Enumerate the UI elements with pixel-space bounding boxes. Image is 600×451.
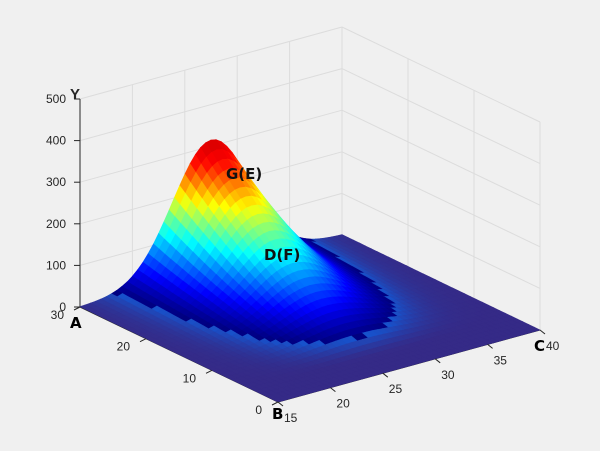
right-tick-mark — [382, 372, 389, 378]
surface-mesh — [79, 139, 541, 403]
left-tick-mark — [205, 369, 213, 374]
corner-label-b: B — [272, 405, 283, 423]
grid-line — [341, 151, 541, 248]
right-tick-mark — [487, 344, 493, 349]
annotation-d-f: D(F) — [264, 246, 300, 264]
grid-line — [341, 68, 541, 165]
grid-line — [79, 68, 343, 142]
grid-line — [341, 192, 541, 289]
axis-ticks: 0 100 200 300 400 500 0 10 20 30 15 20 25 30 35 40 — [46, 92, 560, 425]
right-tick-mark — [434, 358, 441, 364]
right-tick-label: 20 — [336, 397, 350, 411]
left-tick-mark — [139, 338, 147, 343]
y-tick-label: 400 — [46, 134, 66, 148]
right-tick-label: 15 — [284, 411, 298, 425]
left-tick-label: 0 — [255, 403, 262, 417]
right-tick-mark — [539, 329, 546, 335]
left-tick-mark — [271, 401, 279, 406]
grid-line — [341, 26, 541, 123]
surface-patch — [271, 397, 285, 403]
left-tick-label: 20 — [117, 340, 131, 354]
y-axis-label: Y — [70, 86, 80, 103]
right-tick-mark — [330, 387, 336, 392]
right-tick-label: 25 — [389, 382, 403, 396]
right-tick-label: 40 — [546, 339, 560, 353]
grid-line — [79, 26, 343, 100]
right-tick-label: 35 — [494, 353, 508, 367]
left-tick-mark — [73, 306, 81, 311]
corner-label-c: C — [534, 337, 545, 355]
y-tick-label: 300 — [46, 175, 66, 189]
y-tick-label: 200 — [46, 217, 66, 231]
y-tick-label: 0 — [59, 300, 66, 314]
annotation-g-e: G(E) — [226, 165, 262, 183]
grid-line — [341, 109, 541, 206]
left-tick-label: 10 — [183, 371, 197, 385]
right-tick-label: 30 — [441, 368, 455, 382]
y-tick-label: 100 — [46, 258, 66, 272]
left-tick-label: 30 — [51, 308, 65, 322]
right-tick-mark — [277, 401, 284, 407]
y-tick-label: 500 — [46, 92, 66, 106]
corner-label-a: A — [70, 314, 82, 332]
